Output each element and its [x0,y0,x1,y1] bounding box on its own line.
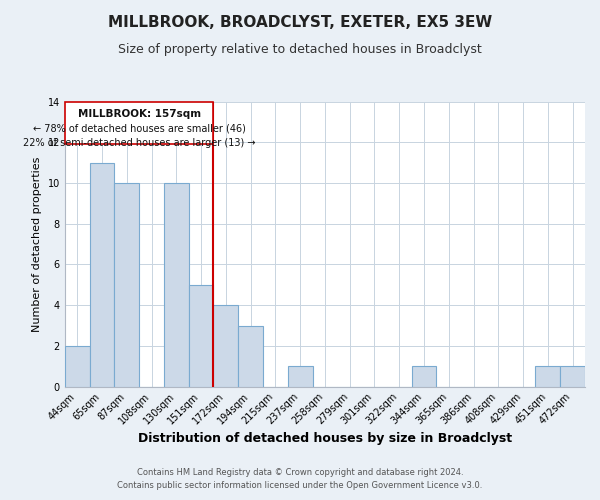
Bar [288,366,313,386]
Text: MILLBROOK, BROADCLYST, EXETER, EX5 3EW: MILLBROOK, BROADCLYST, EXETER, EX5 3EW [108,15,492,30]
Bar [560,366,585,386]
X-axis label: Distribution of detached houses by size in Broadclyst: Distribution of detached houses by size … [138,432,512,445]
Bar [238,326,263,386]
Bar [89,162,115,386]
Bar [65,346,89,387]
Bar [214,305,238,386]
Text: ← 78% of detached houses are smaller (46): ← 78% of detached houses are smaller (46… [32,124,245,134]
FancyBboxPatch shape [65,102,214,144]
Bar [535,366,560,386]
Text: MILLBROOK: 157sqm: MILLBROOK: 157sqm [77,108,200,118]
Text: Size of property relative to detached houses in Broadclyst: Size of property relative to detached ho… [118,42,482,56]
Bar [164,183,188,386]
Bar [115,183,139,386]
Y-axis label: Number of detached properties: Number of detached properties [32,156,42,332]
Bar [412,366,436,386]
Text: 22% of semi-detached houses are larger (13) →: 22% of semi-detached houses are larger (… [23,138,256,148]
Text: Contains HM Land Registry data © Crown copyright and database right 2024.
Contai: Contains HM Land Registry data © Crown c… [118,468,482,490]
Bar [188,285,214,386]
